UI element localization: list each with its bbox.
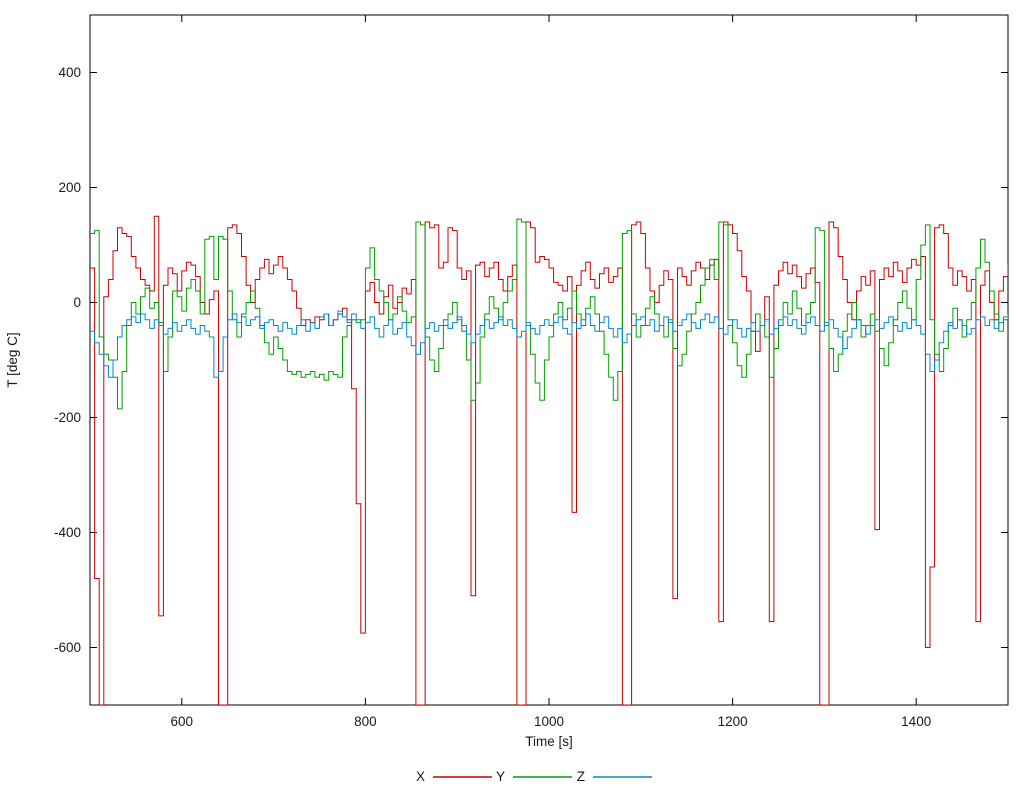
series-line-x bbox=[90, 215, 1008, 705]
tick-label: 1200 bbox=[718, 714, 748, 729]
legend-label-y: Y bbox=[496, 769, 505, 784]
tick-label: 800 bbox=[354, 714, 377, 729]
tick-label: -200 bbox=[54, 410, 81, 425]
tick-label: -600 bbox=[54, 640, 81, 655]
x-axis-label: Time [s] bbox=[525, 734, 573, 749]
tick-label: 200 bbox=[58, 180, 81, 195]
tick-label: 600 bbox=[171, 714, 194, 729]
series-lines bbox=[90, 215, 1008, 705]
tick-label: 400 bbox=[58, 65, 81, 80]
series-line-z bbox=[90, 310, 1008, 378]
axis-ticks: 600 800 1000 1200 1400 -600 -400 -200 0 200 400 bbox=[54, 15, 1008, 729]
legend: X Y Z bbox=[416, 769, 652, 784]
legend-label-x: X bbox=[416, 769, 425, 784]
series-line-y bbox=[90, 218, 1008, 410]
tick-label: 1400 bbox=[901, 714, 931, 729]
legend-label-z: Z bbox=[577, 769, 585, 784]
y-axis-label: T [deg C] bbox=[5, 332, 20, 387]
tick-label: -400 bbox=[54, 525, 81, 540]
tick-label: 1000 bbox=[534, 714, 564, 729]
tick-label: 0 bbox=[73, 295, 81, 310]
